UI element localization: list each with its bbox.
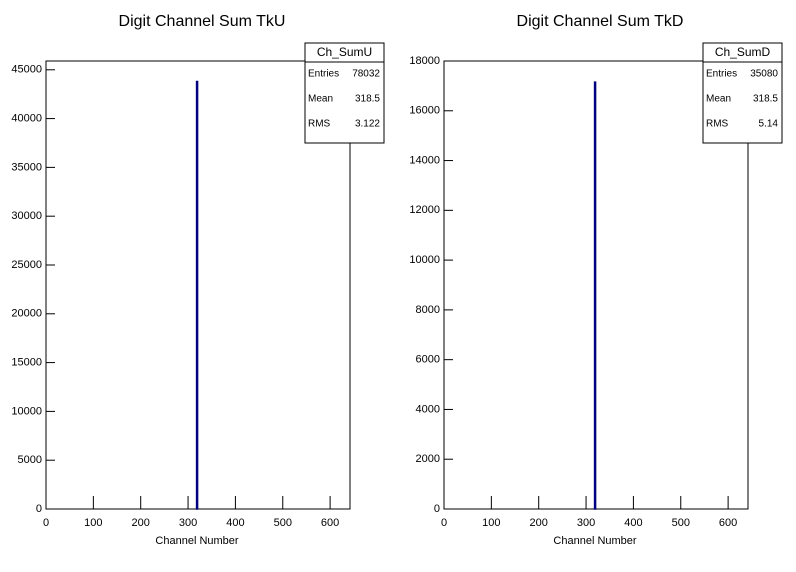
y-tick-label: 5000 — [18, 454, 42, 466]
y-tick-label: 10000 — [11, 405, 42, 417]
y-tick-label: 2000 — [416, 453, 440, 465]
x-axis-label: Channel Number — [553, 535, 636, 547]
stats-value: 318.5 — [355, 94, 380, 105]
stats-value: 35080 — [750, 69, 778, 80]
stats-value: 3.122 — [355, 119, 380, 130]
y-tick-label: 35000 — [11, 161, 42, 173]
x-tick-label: 500 — [274, 517, 292, 529]
x-tick-label: 100 — [482, 517, 500, 529]
y-tick-label: 0 — [434, 503, 440, 515]
y-tick-label: 20000 — [11, 308, 42, 320]
y-tick-label: 0 — [36, 503, 42, 515]
histogram-bar — [195, 80, 199, 510]
y-tick-label: 40000 — [11, 112, 42, 124]
stats-label: Entries — [706, 69, 737, 80]
stats-value: 5.14 — [759, 119, 779, 130]
stats-value: 318.5 — [753, 94, 778, 105]
y-tick-label: 10000 — [409, 254, 440, 266]
x-tick-label: 600 — [321, 517, 339, 529]
x-tick-label: 0 — [441, 517, 447, 529]
y-tick-label: 12000 — [409, 204, 440, 216]
x-axis-label: Channel Number — [155, 535, 238, 547]
chart-title: Digit Channel Sum TkU — [119, 13, 286, 30]
x-tick-label: 200 — [530, 517, 548, 529]
y-tick-label: 45000 — [11, 64, 42, 76]
stats-label: RMS — [308, 119, 331, 130]
x-tick-label: 400 — [226, 517, 244, 529]
stats-title: Ch_SumD — [715, 45, 771, 59]
stats-label: Entries — [308, 69, 339, 80]
x-tick-label: 200 — [132, 517, 150, 529]
x-tick-label: 500 — [672, 517, 690, 529]
stats-label: Mean — [706, 94, 731, 105]
y-tick-label: 15000 — [11, 357, 42, 369]
x-tick-label: 400 — [624, 517, 642, 529]
chart-panel: Digit Channel Sum TkD0200040006000800010… — [409, 13, 783, 547]
x-tick-label: 300 — [179, 517, 197, 529]
y-tick-label: 4000 — [416, 403, 440, 415]
stats-box — [304, 42, 385, 144]
stats-box — [702, 42, 783, 144]
histogram-bar — [593, 81, 597, 510]
y-tick-label: 18000 — [409, 55, 440, 67]
y-tick-label: 8000 — [416, 304, 440, 316]
y-tick-label: 30000 — [11, 210, 42, 222]
stats-title: Ch_SumU — [317, 45, 372, 59]
stats-value: 78032 — [352, 69, 380, 80]
x-tick-label: 0 — [43, 517, 49, 529]
y-tick-label: 6000 — [416, 354, 440, 366]
stats-label: RMS — [706, 119, 729, 130]
x-tick-label: 100 — [84, 517, 102, 529]
y-tick-label: 25000 — [11, 259, 42, 271]
y-tick-label: 16000 — [409, 105, 440, 117]
y-tick-label: 14000 — [409, 154, 440, 166]
x-tick-label: 300 — [577, 517, 595, 529]
chart-title: Digit Channel Sum TkD — [517, 13, 684, 30]
chart-panel: Digit Channel Sum TkU0500010000150002000… — [11, 13, 385, 547]
x-tick-label: 600 — [719, 517, 737, 529]
stats-label: Mean — [308, 94, 333, 105]
